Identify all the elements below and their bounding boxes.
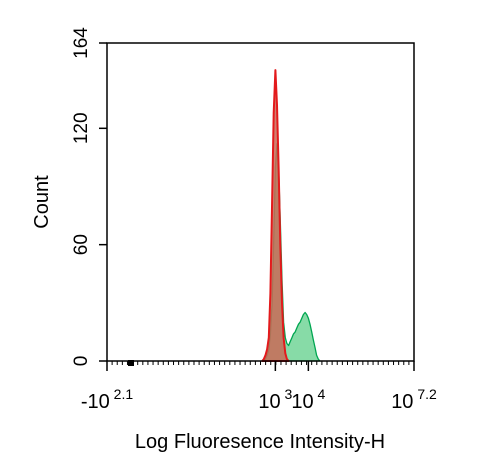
y-tick-label-2: 120 (71, 112, 92, 144)
x-axis: -10 2.1 10 3 10 4 10 7.2 (81, 360, 437, 413)
x-tick-label-3: 10 7.2 (391, 386, 437, 413)
x-tick-label-1: 10 3 (258, 386, 292, 413)
y-axis: 0 60 120 164 (71, 27, 107, 367)
x-axis-marker (128, 360, 134, 366)
y-tick-label-1: 60 (71, 234, 92, 255)
plot-frame (106, 42, 415, 362)
x-tick-label-2: 10 4 (291, 386, 325, 413)
series-layer (261, 69, 321, 362)
y-tick-label-3: 164 (71, 27, 92, 59)
x-tick-label-0: -10 2.1 (81, 386, 133, 413)
x-axis-label: Log Fluoresence Intensity-H (135, 431, 385, 453)
series-1-area (261, 69, 290, 362)
y-tick-label-0: 0 (71, 356, 92, 367)
y-axis-label: Count (31, 175, 53, 229)
